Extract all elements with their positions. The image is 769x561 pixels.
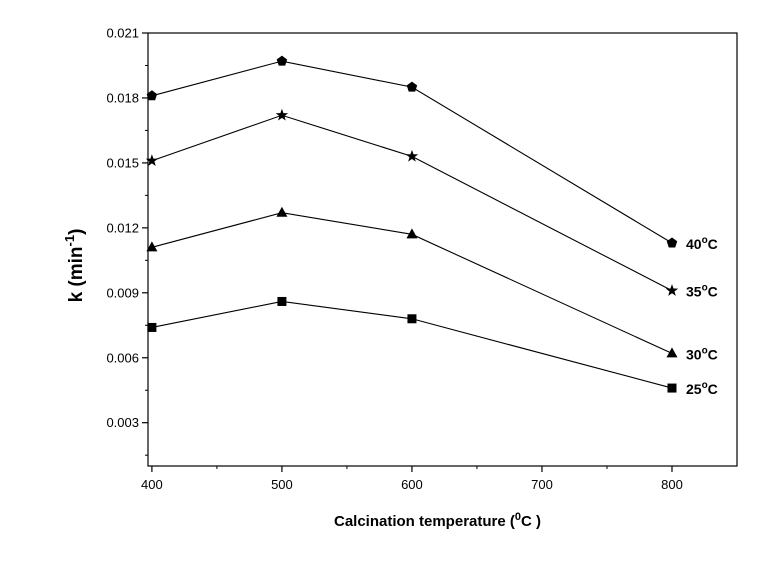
y-tick-label: 0.015	[106, 155, 139, 170]
data-point	[145, 154, 159, 166]
x-tick-label: 800	[661, 477, 683, 492]
data-point	[276, 206, 288, 217]
data-point	[146, 241, 158, 252]
series-line	[151, 114, 673, 292]
y-tick-label: 0.012	[106, 220, 139, 235]
series-label: 30oC	[686, 345, 718, 362]
series-line	[151, 212, 673, 354]
y-tick-label: 0.018	[106, 90, 139, 105]
y-tick-label: 0.021	[106, 26, 139, 41]
series-label: 35oC	[686, 283, 718, 300]
data-point	[666, 347, 678, 358]
y-tick-label: 0.003	[106, 415, 139, 430]
x-tick-label: 600	[401, 477, 423, 492]
y-axis-title: k (min-1)	[62, 229, 87, 303]
data-point	[275, 108, 289, 121]
data-point	[406, 81, 418, 92]
data-point	[276, 55, 288, 66]
series-label: 40oC	[686, 235, 718, 252]
y-tick-label: 0.006	[106, 350, 139, 365]
data-point	[146, 90, 158, 101]
series-group: 25oC 30oC 35oC 40oC	[145, 55, 718, 397]
data-point	[147, 322, 157, 332]
axis-ticks: 400 500 600 700 800 0.003 0.006 0.009 0.012 0.015…	[106, 26, 682, 493]
data-point	[407, 314, 417, 324]
x-axis-title: Calcination temperature (0C )	[334, 511, 541, 530]
x-tick-label: 700	[531, 477, 553, 492]
series-30: 30oC	[146, 206, 718, 362]
data-point	[667, 383, 677, 393]
data-point	[277, 296, 287, 306]
y-tick-label: 0.009	[106, 285, 139, 300]
series-label: 25oC	[686, 380, 718, 397]
series-line	[151, 60, 673, 244]
series-line	[151, 300, 673, 389]
data-point	[406, 228, 418, 239]
data-point	[665, 284, 679, 296]
data-point	[405, 149, 419, 162]
series-25: 25oC	[147, 296, 718, 397]
data-point	[666, 237, 678, 248]
series-35: 35oC	[145, 108, 718, 300]
x-tick-label: 500	[271, 477, 293, 492]
series-40: 40oC	[146, 55, 718, 252]
plot-frame	[147, 32, 738, 467]
x-tick-label: 400	[141, 477, 163, 492]
